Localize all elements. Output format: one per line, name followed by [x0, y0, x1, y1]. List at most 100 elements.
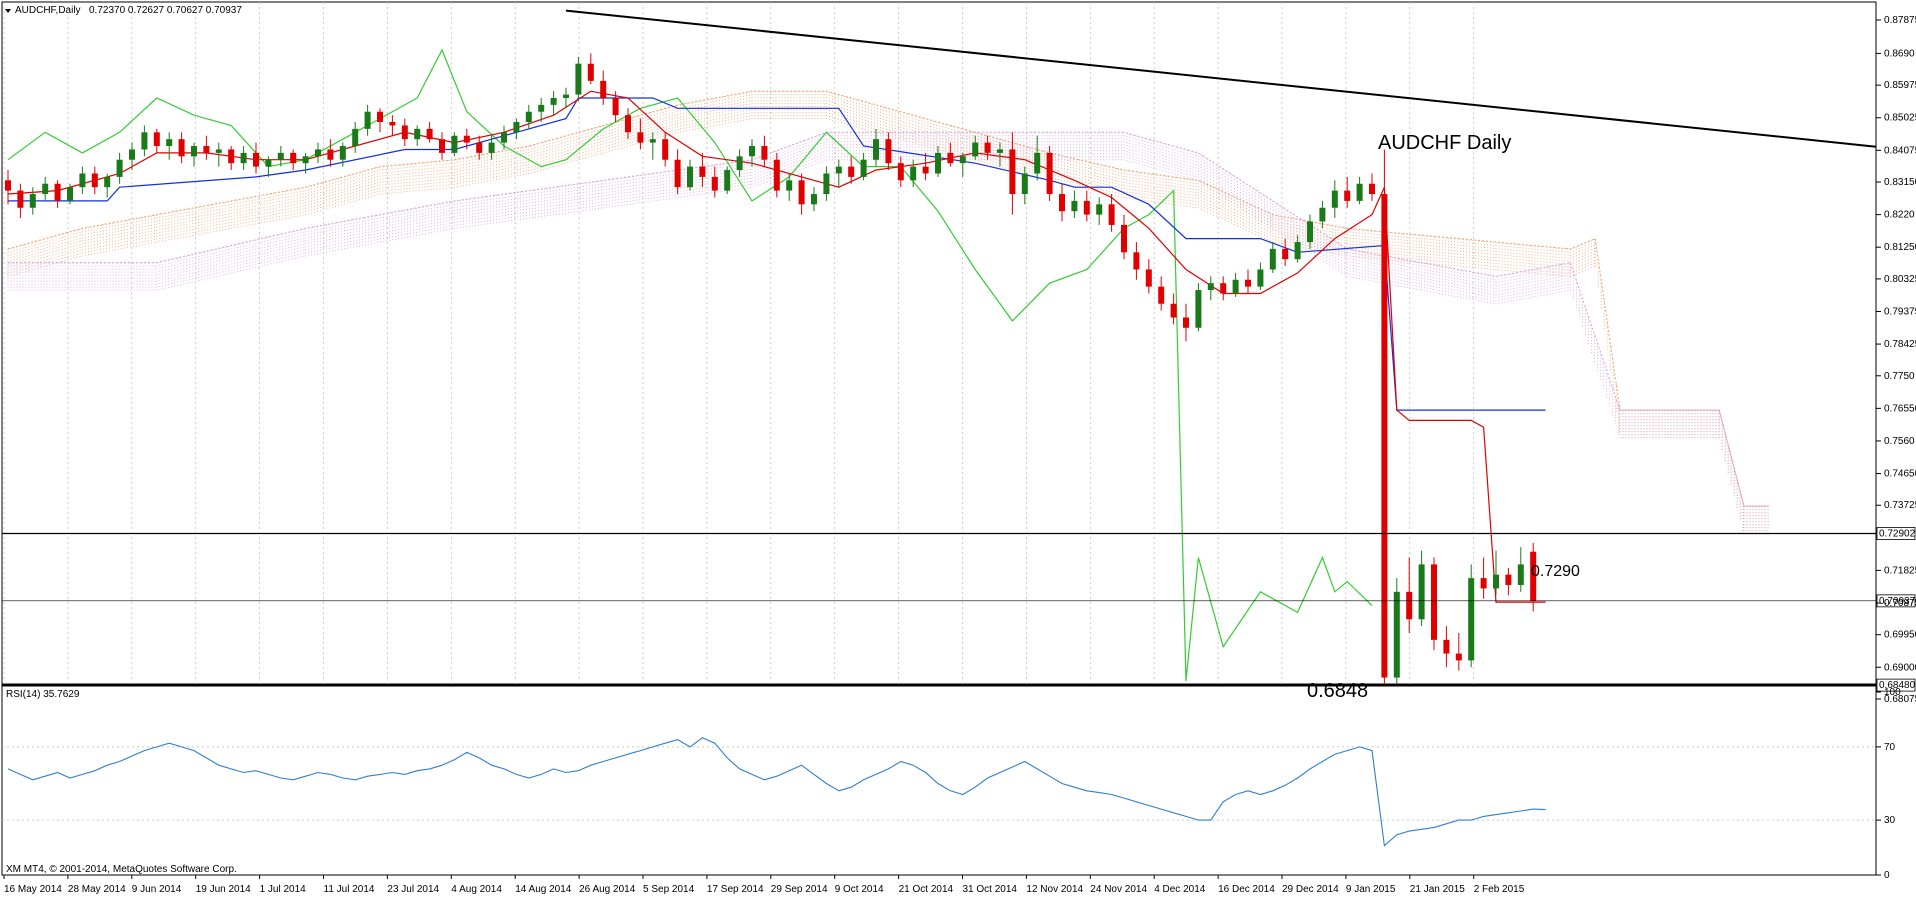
candle-body: [401, 125, 408, 140]
candle-body: [79, 173, 86, 188]
candle-body: [1083, 200, 1090, 215]
candle-body: [91, 173, 98, 188]
candle-body: [439, 139, 445, 153]
main-grid: [3, 2, 1475, 684]
candle-body: [935, 152, 941, 174]
candle-body: [327, 149, 334, 160]
candle-body: [885, 139, 892, 164]
candle-body: [761, 146, 768, 160]
candle-body: [897, 163, 904, 181]
candle-body: [848, 166, 855, 177]
rsi-plot-frame: [1, 685, 1877, 876]
price-axis: 0.87875 0.8690 0.85975 0.85025 0.84075 0.8315…: [1876, 15, 1916, 705]
candle-body: [1307, 221, 1313, 243]
candle-body: [104, 176, 111, 188]
current-price-label: 0.70937: [1879, 596, 1916, 607]
candle-body: [476, 142, 483, 153]
candle-body: [625, 115, 631, 133]
copyright-label: XM MT4, © 2001-2014, MetaQuotes Software…: [6, 864, 237, 875]
time-tick-label: 4 Dec 2014: [1154, 884, 1206, 895]
price-tick-label: 0.7560: [1884, 436, 1915, 447]
price-tick-label: 0.78425: [1884, 339, 1916, 350]
candle-body: [649, 139, 656, 143]
candle-body: [1220, 283, 1227, 294]
candle-body: [1195, 290, 1202, 328]
current-price-tag: [1876, 594, 1916, 608]
candle-body: [513, 122, 520, 133]
ohlc-label: 0.72370 0.72627 0.70627 0.70937: [89, 5, 242, 16]
candle-body: [129, 149, 135, 160]
candle-body: [1493, 574, 1499, 589]
candle-body: [687, 166, 693, 188]
candle-body: [1232, 279, 1239, 294]
candle-body: [910, 166, 917, 181]
resistance-price-tag: [1876, 527, 1916, 540]
candle-body: [873, 139, 879, 160]
time-tick-label: 28 May 2014: [68, 884, 126, 895]
candle-body: [1468, 578, 1475, 661]
time-tick-label: 9 Oct 2014: [835, 884, 884, 895]
rsi-label: RSI(14) 35.7629: [6, 689, 80, 700]
candle-body: [1170, 303, 1177, 318]
price-tick-label: 0.73725: [1884, 500, 1916, 511]
dropdown-triangle-icon[interactable]: [5, 9, 11, 13]
time-tick-label: 9 Jan 2015: [1346, 884, 1396, 895]
kijun-line: [8, 97, 1546, 411]
main-plot-frame: [1, 1, 1877, 701]
time-tick-label: 11 Jul 2014: [324, 884, 375, 895]
candle-body: [1034, 152, 1041, 174]
candle-body: [674, 159, 681, 188]
candle-body: [1282, 248, 1289, 260]
candle-body: [773, 159, 780, 191]
candle-body: [1269, 248, 1276, 270]
rsi-indicator: 100 70 30 0: [2, 687, 1901, 881]
candle-body: [1344, 190, 1351, 201]
candle-body: [1133, 252, 1140, 270]
candle-body: [711, 176, 718, 191]
candle-body: [1207, 283, 1214, 291]
candle-body: [798, 180, 805, 205]
support-price-tag: [1876, 678, 1916, 692]
candle-body: [1059, 194, 1065, 212]
candle-body: [835, 166, 842, 174]
candle-body: [662, 139, 669, 160]
resistance-price-label: 0.72902: [1879, 529, 1916, 540]
candle-body: [1480, 578, 1487, 589]
time-tick-label: 29 Dec 2014: [1282, 884, 1339, 895]
candle-body: [612, 98, 619, 116]
resistance-annotation: 0.7290: [1531, 563, 1580, 580]
time-tick-label: 17 Sep 2014: [707, 884, 764, 895]
candle-body: [811, 194, 817, 205]
candle-body: [699, 166, 706, 177]
candle-body: [972, 142, 979, 157]
candle-body: [451, 135, 458, 153]
candle-body: [1009, 149, 1016, 195]
candle-body: [823, 173, 830, 195]
candle-body: [1021, 173, 1028, 195]
candle-body: [240, 152, 247, 164]
candle-body: [17, 190, 24, 208]
candle-body: [116, 159, 123, 177]
candle-body: [525, 111, 532, 123]
candle-body: [1393, 591, 1400, 678]
candle-body: [277, 152, 284, 160]
price-tick-label: 0.87875: [1884, 15, 1916, 26]
candle-body: [253, 152, 259, 167]
candle-body: [191, 146, 197, 157]
senkou-b-line: [8, 131, 1769, 507]
candle-body: [984, 142, 991, 153]
candle-body: [1158, 286, 1165, 304]
candle-body: [1071, 200, 1078, 212]
price-tick-label: 0.7750: [1884, 371, 1915, 382]
candle-body: [178, 139, 185, 157]
candle-body: [228, 149, 235, 164]
candlestick-series: [5, 53, 1537, 685]
candle-body: [203, 146, 210, 153]
time-tick-label: 24 Nov 2014: [1090, 884, 1147, 895]
support-price-label: 0.68480: [1879, 680, 1916, 691]
candle-body: [339, 146, 346, 160]
